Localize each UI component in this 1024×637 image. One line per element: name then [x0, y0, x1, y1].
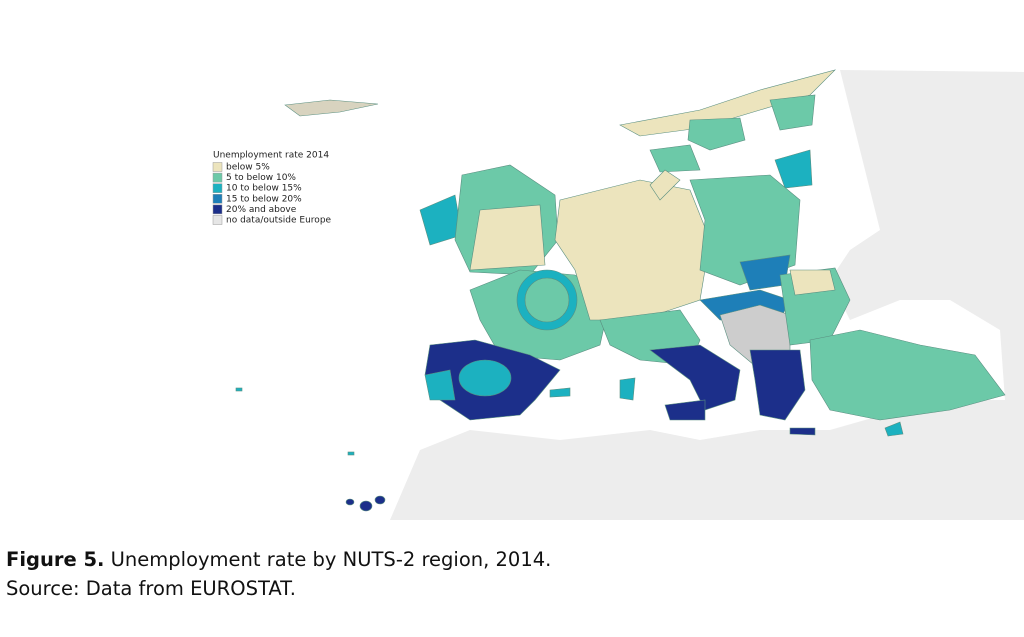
legend-swatch	[212, 204, 223, 215]
legend-label: 20% and above	[226, 205, 297, 215]
legend-swatch	[212, 162, 223, 172]
background-land	[390, 70, 1024, 520]
caption-label: Figure 5.	[6, 548, 105, 571]
legend-swatch	[212, 183, 223, 193]
source: Source: Data from EUROSTAT.	[6, 577, 296, 600]
regions	[235, 69, 1006, 512]
legend-swatch	[212, 194, 223, 204]
caption: Figure 5. Unemployment rate by NUTS-2 re…	[6, 548, 551, 571]
legend-label: below 5%	[226, 163, 270, 173]
legend-swatch	[212, 172, 223, 183]
legend-label: 10 to below 15%	[226, 184, 302, 194]
legend-label: no data/outside Europe	[226, 216, 332, 226]
caption-text: Unemployment rate by NUTS-2 region, 2014…	[110, 548, 552, 571]
legend-title: Unemployment rate 2014	[213, 151, 329, 161]
legend-label: 15 to below 20%	[226, 194, 302, 204]
legend: Unemployment rate 2014 below 5%5 to belo…	[212, 151, 332, 226]
map: Unemployment rate 2014 below 5%5 to belo…	[212, 69, 1024, 520]
legend-swatch	[212, 215, 223, 225]
legend-label: 5 to below 10%	[226, 173, 296, 183]
